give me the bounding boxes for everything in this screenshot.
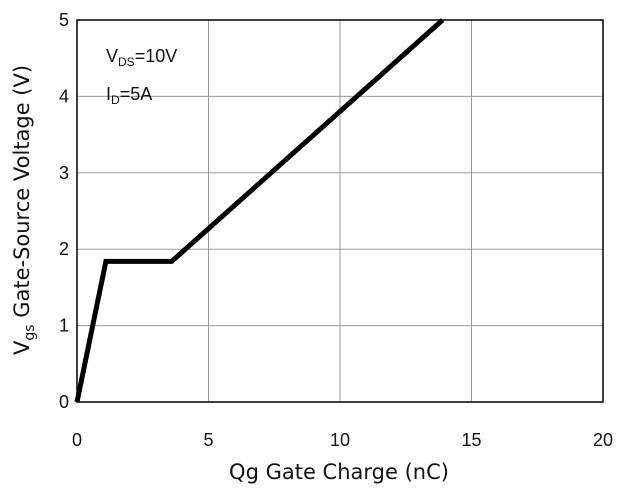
y-tick-label-2: 2 — [59, 239, 69, 259]
y-tick-label-1: 1 — [59, 316, 69, 336]
y-tick-label-5: 5 — [59, 10, 69, 30]
x-tick-label-2: 10 — [330, 430, 350, 450]
annotation-id: ID=5A — [106, 84, 152, 107]
plot-frame — [76, 19, 604, 403]
series-line — [74, 18, 445, 403]
y-axis-label: Vgs Gate-Source Voltage (V) — [10, 65, 38, 355]
y-tick-label-3: 3 — [59, 163, 69, 183]
y-tick-label-4: 4 — [59, 86, 69, 106]
y-tick-label-0: 0 — [59, 392, 69, 412]
annotation-vds: VDS=10V — [106, 46, 177, 69]
x-tick-label-0: 0 — [72, 430, 82, 450]
grid-lines — [77, 20, 603, 402]
y-tick-labels: 0 1 2 3 4 5 — [59, 10, 69, 412]
x-axis-label: Qg Gate Charge (nC) — [229, 460, 449, 484]
x-tick-label-4: 20 — [593, 430, 613, 450]
x-tick-label-1: 5 — [203, 430, 213, 450]
x-tick-label-3: 15 — [461, 430, 481, 450]
x-tick-labels: 0 5 10 15 20 — [72, 430, 613, 450]
